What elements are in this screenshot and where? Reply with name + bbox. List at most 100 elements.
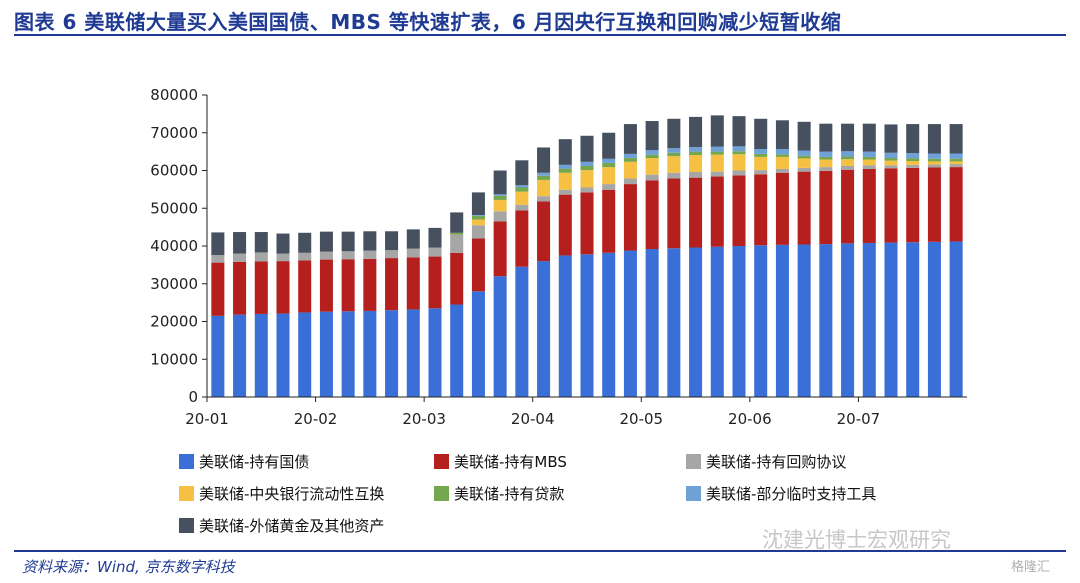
bar-segment [906,158,920,162]
bar-segment [298,260,312,313]
bar-segment [775,156,789,169]
bar-segment [493,194,507,196]
bar-segment [689,172,703,178]
bar-segment [233,314,247,397]
bar-segment [233,253,247,262]
y-tick-label: 10000 [150,350,198,368]
x-tick-label: 20-01 [185,410,229,428]
bar-segment [493,199,507,212]
bar-segment [775,154,789,157]
bar-segment [471,215,485,216]
bar-segment [623,184,637,251]
bar-segment [841,156,855,160]
x-tick-label: 20-03 [402,410,446,428]
bar-segment [819,170,833,245]
bar-segment [841,151,855,157]
bar-segment [319,231,333,252]
bar-segment [689,116,703,148]
bar-segment [754,153,768,157]
bar-segment [775,244,789,397]
bar-segment [558,194,572,256]
bar-segment [819,156,833,160]
bar-segment [884,152,898,159]
bar-segment [775,172,789,245]
bar-segment [797,171,811,245]
legend-swatch [179,454,194,469]
bar-segment [906,124,920,154]
legend-label: 美联储-持有回购协议 [706,453,847,471]
legend-label: 美联储-中央银行流动性互换 [199,485,385,503]
bar-segment [689,151,703,156]
bar-segment [580,192,594,255]
bar-segment [667,172,681,179]
bar-segment [537,175,551,180]
legend-item: 美联储-外储黄金及其他资产 [179,515,384,536]
bar-segment [341,251,355,260]
bar-segment [385,250,399,259]
bar-segment [428,247,442,257]
bar-segment [797,155,811,159]
bar-segment [319,311,333,397]
bar-segment [862,151,876,157]
bar-segment [645,154,659,159]
bar-segment [819,151,833,157]
bar-segment [537,147,551,173]
legend-swatch [686,454,701,469]
bar-segment [602,184,616,190]
y-tick-label: 0 [188,388,198,406]
bar-segment [515,185,529,188]
bar-segment [884,124,898,153]
bar-segment [754,174,768,246]
bar-segment [623,124,637,154]
bar-segment [775,148,789,155]
figure-title: 图表 6 美联储大量买入美国国债、MBS 等快速扩表，6 月因央行互换和回购减少… [14,10,842,34]
bar-segment [623,153,637,159]
bar-segment [558,255,572,397]
legend-label: 美联储-外储黄金及其他资产 [199,517,385,535]
bar-segment [710,171,724,177]
bar-segment [276,233,290,254]
bar-segment [732,246,746,397]
bar-segment [602,132,616,159]
bar-segment [298,252,312,261]
bar-segment [927,124,941,154]
bar-segment [471,238,485,292]
bar-segment [515,191,529,205]
bar-segment [884,242,898,397]
bar-segment [862,165,876,169]
bar-segment [949,164,963,168]
bar-segment [645,150,659,155]
x-tick-label: 20-02 [294,410,338,428]
bar-segment [363,231,377,251]
bar-segment [927,161,941,165]
bar-segment [949,153,963,159]
bar-segment [667,178,681,249]
stacked-bar-chart: 0 10000 20000 30000 40000 50000 60000 70000 8000… [150,86,967,428]
x-tick-label: 20-05 [619,410,663,428]
bar-segment [819,167,833,171]
bar-segment [667,148,681,153]
bar-segment [819,123,833,152]
bar-segment [862,123,876,152]
bar-segment [884,168,898,243]
bar-segment [537,179,551,197]
bar-segment [428,308,442,397]
bar-segment [623,178,637,185]
legend-swatch [179,518,194,533]
bar-segment [493,195,507,200]
bar-segment [645,174,659,181]
bar-segment [580,165,594,171]
bar-segment [797,167,811,172]
bar-segment [927,167,941,242]
legend-item: 美联储-持有MBS [434,451,567,472]
bar-segment [515,204,529,211]
legend-swatch [686,486,701,501]
bar-segment [623,161,637,179]
bar-segment [819,244,833,397]
legend-swatch [434,454,449,469]
bar-segment [906,164,920,168]
bar-segment [602,162,616,168]
bar-segment [645,121,659,151]
site-logo: 格隆汇 [1010,560,1050,575]
bar-segment [515,266,529,397]
